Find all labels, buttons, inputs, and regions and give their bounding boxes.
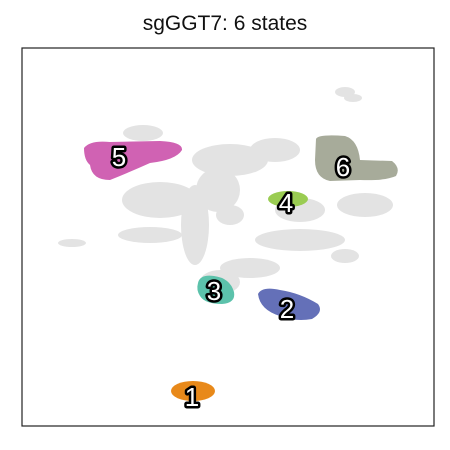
- state-labels: 5 6 4 3 2 1: [109, 140, 352, 415]
- cluster-2-points: [258, 288, 320, 320]
- cluster-points: [84, 135, 398, 401]
- bg-region: [255, 229, 345, 251]
- state-label-2: 2: [280, 294, 294, 324]
- state-label-1: 1: [185, 382, 199, 412]
- bg-region: [122, 182, 198, 218]
- cluster-1-points: [171, 381, 215, 401]
- bg-region: [337, 193, 393, 217]
- bg-region: [216, 205, 244, 225]
- background-points: [58, 87, 393, 294]
- cluster-4-points: [268, 191, 308, 207]
- bg-region: [220, 258, 280, 278]
- chart-title: sgGGT7: 6 states: [142, 12, 308, 35]
- bg-region: [344, 94, 362, 102]
- cluster-3-points: [197, 275, 235, 304]
- state-label-3: 3: [207, 276, 221, 306]
- plot-frame: [21, 47, 435, 427]
- state-label-4: 4: [279, 188, 293, 218]
- bg-region: [250, 138, 300, 162]
- cluster-5-points: [84, 141, 183, 180]
- bg-region: [118, 227, 182, 243]
- bg-region: [331, 249, 359, 263]
- bg-region: [58, 239, 86, 247]
- state-label-5: 5: [112, 142, 126, 172]
- bg-region: [196, 168, 240, 212]
- state-label-6: 6: [336, 152, 350, 182]
- bg-region: [123, 125, 163, 141]
- bg-region: [192, 144, 268, 176]
- cluster-6-points: [315, 135, 398, 181]
